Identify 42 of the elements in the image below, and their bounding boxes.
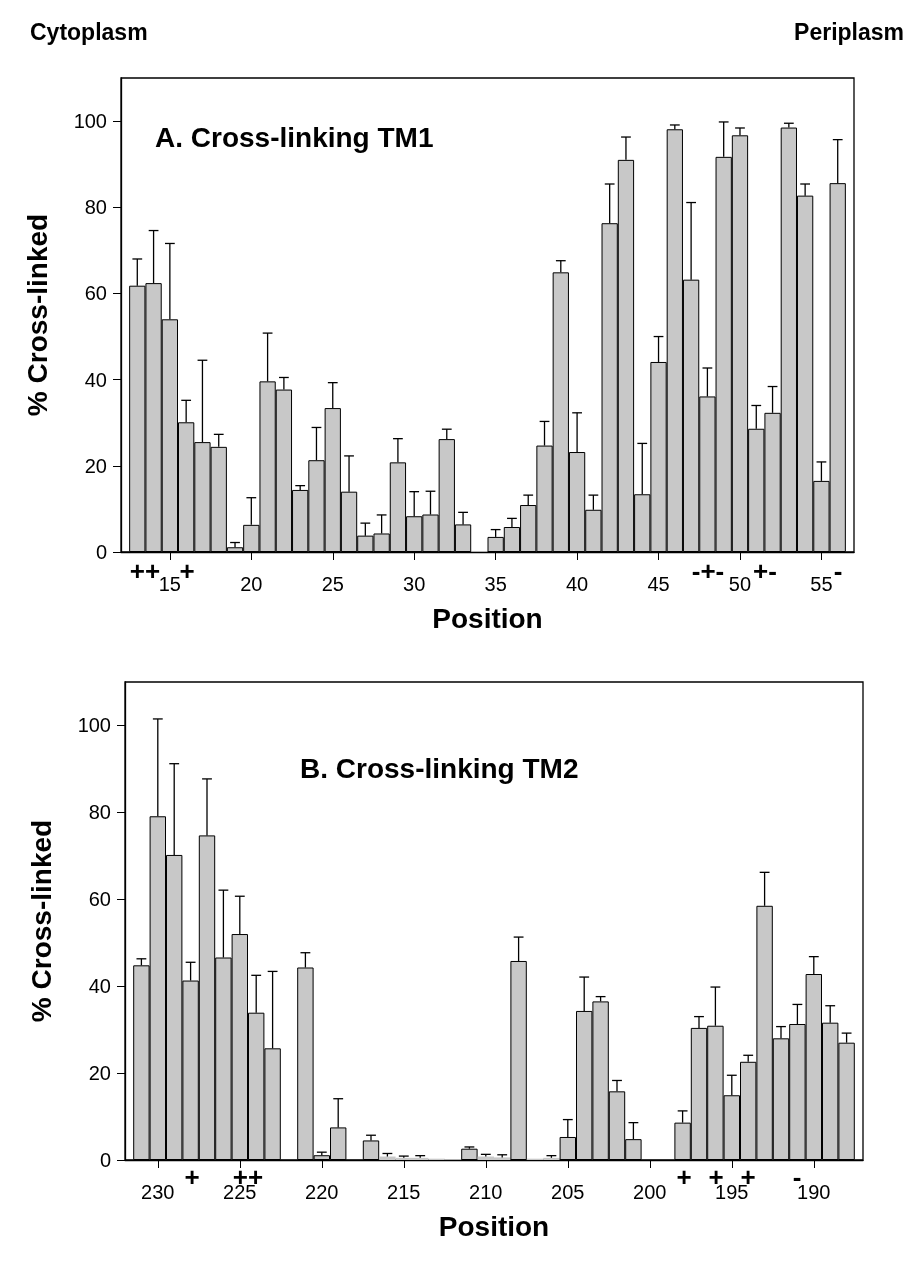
x-tick-label: 20 [240, 573, 263, 595]
y-axis-title: % Cross-linked [25, 819, 57, 1023]
text: + [676, 1162, 692, 1192]
x-tick-label: 215 [387, 1181, 421, 1203]
text: A. Cross-linking TM1 [155, 121, 434, 153]
text: +- [753, 556, 777, 586]
y-tick-label: 80 [88, 801, 111, 824]
x-tick-label: 30 [403, 573, 426, 595]
y-tick-label: 20 [84, 454, 107, 477]
x-tick-label: 55 [810, 573, 833, 595]
text: Periplasm [794, 18, 904, 45]
x-tick-label: 40 [565, 573, 589, 595]
x-tick-label: 15 [158, 573, 181, 595]
x-tick-label: 230 [141, 1181, 175, 1203]
x-tick-label: 35 [484, 573, 507, 595]
y-tick-label: 0 [99, 1149, 111, 1171]
y-tick-label: 100 [73, 110, 107, 133]
x-tick-label: 45 [647, 573, 670, 595]
x-axis-title: Position [432, 602, 543, 634]
text: + [184, 1162, 200, 1192]
y-tick-label: 20 [88, 1062, 111, 1085]
y-axis-title: % Cross-linked [21, 213, 53, 417]
text: B. Cross-linking TM2 [300, 752, 579, 784]
y-tick-label: 40 [88, 975, 111, 998]
y-tick-label: 100 [77, 714, 111, 737]
x-axis-title: Position [438, 1210, 550, 1242]
text: -+- [691, 556, 725, 586]
x-tick-label: 200 [633, 1181, 667, 1203]
x-tick-label: 205 [551, 1181, 585, 1203]
y-tick-label: 40 [84, 368, 107, 391]
text: - [833, 556, 843, 586]
x-tick-label: 50 [728, 573, 752, 595]
y-tick-label: 60 [88, 888, 111, 911]
y-tick-label: 0 [95, 541, 107, 563]
text: + [179, 556, 195, 586]
text: ++ [129, 556, 161, 586]
x-tick-label: 210 [469, 1181, 503, 1203]
text: Cytoplasm [30, 18, 148, 45]
x-tick-label: 25 [321, 573, 344, 595]
y-tick-label: 60 [84, 282, 107, 305]
x-tick-label: 220 [305, 1181, 339, 1203]
y-tick-label: 80 [84, 196, 107, 219]
